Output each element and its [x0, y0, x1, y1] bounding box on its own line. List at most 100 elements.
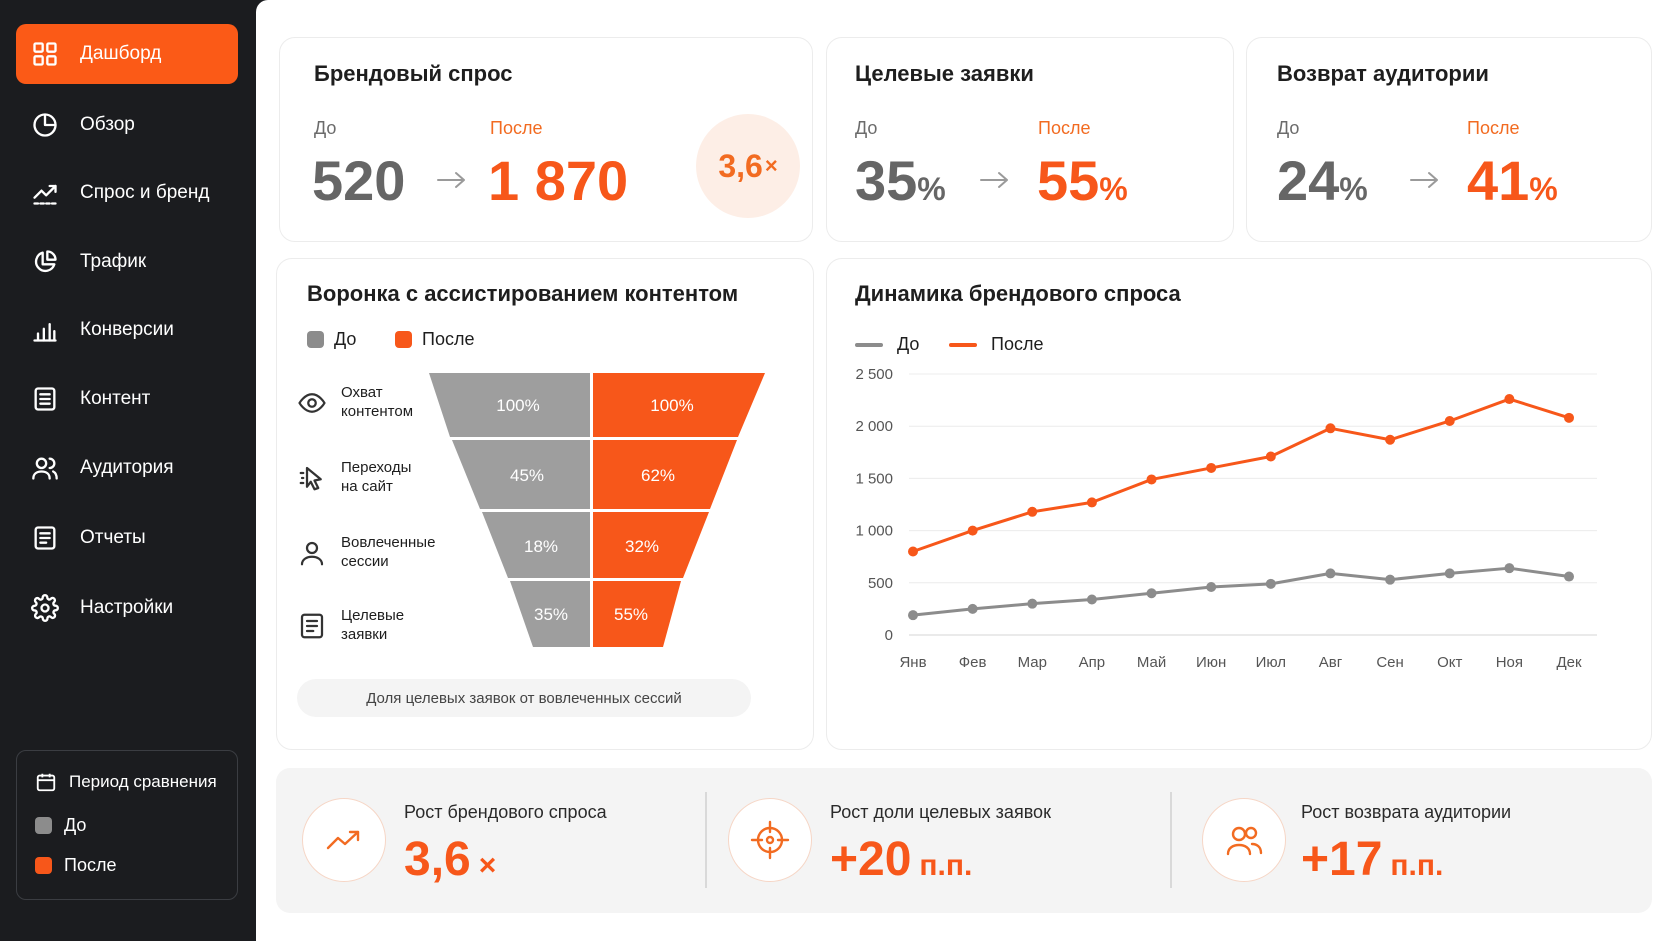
y-tick-label: 500 — [868, 575, 893, 592]
nav-item-demand[interactable]: Спрос и бренд — [16, 163, 238, 223]
summary-unit: п.п. — [1390, 849, 1444, 882]
summary-item-return: Рост возврата аудитории +17 п.п. — [1176, 768, 1646, 913]
data-point — [1146, 588, 1157, 599]
funnel-graphic: 100% 100% 45% 62% 18% 32% 35% 55% — [429, 373, 765, 647]
x-tick-label: Ноя — [1496, 654, 1523, 671]
multiplier-unit: × — [764, 153, 778, 178]
bar-chart-icon — [30, 315, 60, 345]
funnel-after-segment — [593, 512, 709, 578]
nav-item-conversions[interactable]: Конверсии — [16, 300, 238, 360]
data-point — [908, 610, 918, 621]
nav-item-label: Спрос и бренд — [80, 182, 210, 203]
after-number: 41 — [1467, 149, 1530, 212]
period-before[interactable]: До — [35, 815, 86, 836]
data-point — [1265, 451, 1276, 462]
x-tick-label: Окт — [1437, 654, 1462, 671]
data-point — [1444, 568, 1455, 579]
nav-item-content[interactable]: Контент — [16, 369, 238, 429]
kpi-title: Целевые заявки — [855, 61, 1034, 86]
calendar-icon — [36, 773, 56, 792]
summary-value: +20 п.п. — [830, 833, 972, 887]
stage-label-line: Вовлеченные — [341, 534, 436, 551]
data-point — [908, 546, 918, 557]
funnel-footnote: Доля целевых заявок от вовлеченных сесси… — [297, 679, 751, 717]
data-point — [1206, 462, 1217, 473]
funnel-title: Воронка с ассистированием контентом — [307, 281, 739, 306]
data-point — [1325, 568, 1336, 579]
kpi-card-target-leads: Целевые заявки До После 35% 55% — [826, 37, 1234, 242]
multiplier-badge: 3,6 × — [696, 114, 800, 218]
data-point — [1385, 574, 1396, 585]
after-label: После — [1038, 118, 1091, 138]
series-line — [912, 566, 1570, 617]
report-icon — [30, 523, 60, 553]
x-tick-label: Авг — [1319, 654, 1343, 671]
nav-item-reports[interactable]: Отчеты — [16, 508, 238, 568]
funnel-stage-leads: Целевые заявки — [297, 607, 404, 645]
funnel-after-segment — [593, 581, 681, 647]
data-point — [1027, 506, 1038, 517]
data-point — [1206, 581, 1217, 592]
funnel-before-value: 45% — [510, 466, 544, 485]
pie-icon — [30, 110, 60, 140]
funnel-before-segment — [510, 581, 590, 647]
nav-item-traffic[interactable]: Трафик — [16, 232, 238, 292]
period-after-label: После — [64, 855, 117, 875]
data-point — [1027, 598, 1038, 609]
stage-label-line: Целевые — [341, 607, 405, 624]
arrow-right-icon — [977, 168, 1013, 192]
summary-item-leads: Рост доли целевых заявок +20 п.п. — [706, 768, 1146, 913]
period-title: Период сравнения — [35, 771, 217, 793]
data-point — [1086, 594, 1097, 605]
funnel-legend-after: После — [395, 329, 474, 350]
summary-label: Рост доли целевых заявок — [830, 802, 1051, 822]
after-value: 1 870 — [488, 149, 629, 212]
data-point — [1504, 563, 1515, 574]
data-point — [967, 603, 978, 614]
funnel-before-segment — [429, 373, 590, 437]
summary-value: 3,6 × — [404, 833, 497, 887]
before-value: 520 — [312, 149, 406, 212]
main-content: Брендовый спрос До После 520 1 870 3,6 × … — [256, 0, 1672, 941]
nav-item-dashboard[interactable]: Дашборд — [16, 24, 238, 84]
percent-unit: % — [917, 171, 946, 207]
y-tick-label: 2 000 — [855, 418, 893, 435]
data-point — [1444, 415, 1455, 426]
document-icon — [30, 384, 60, 414]
x-tick-label: Мар — [1018, 654, 1047, 671]
legend-label: После — [991, 334, 1044, 354]
chart-title: Динамика брендового спроса — [855, 281, 1181, 306]
x-tick-label: Сен — [1376, 654, 1403, 671]
x-tick-label: Фев — [959, 654, 987, 671]
target-icon — [728, 798, 812, 882]
summary-item-brand: Рост брендового спроса 3,6 × — [276, 768, 676, 913]
summary-unit: × — [478, 849, 497, 882]
comparison-period-panel[interactable]: Период сравнения До После — [16, 750, 238, 900]
data-point — [1385, 434, 1396, 445]
funnel-before-segment — [482, 512, 590, 578]
nav-item-audience[interactable]: Аудитория — [16, 438, 238, 498]
cursor-icon — [299, 466, 322, 491]
funnel-before-value: 18% — [524, 537, 558, 556]
y-tick-label: 1 500 — [855, 470, 893, 487]
chart-legend-after: После — [949, 334, 1043, 355]
data-point — [1564, 412, 1574, 423]
funnel-before-value: 100% — [496, 396, 539, 415]
stage-label-line: сессии — [341, 552, 389, 570]
funnel-after-value: 100% — [650, 396, 693, 415]
summary-value: +17 п.п. — [1301, 833, 1444, 887]
funnel-after-value: 62% — [641, 466, 675, 485]
data-point — [1564, 571, 1574, 582]
arrow-right-icon — [1407, 168, 1443, 192]
before-number: 35 — [855, 149, 918, 212]
grid-icon — [30, 39, 60, 69]
nav-item-label: Дашборд — [80, 43, 162, 64]
nav-item-settings[interactable]: Настройки — [16, 578, 238, 638]
nav-item-overview[interactable]: Обзор — [16, 95, 238, 155]
funnel-after-value: 32% — [625, 537, 659, 556]
period-after[interactable]: После — [35, 855, 116, 876]
before-value: 35% — [855, 153, 946, 209]
users-icon — [30, 453, 60, 483]
nav-item-label: Трафик — [80, 251, 147, 272]
